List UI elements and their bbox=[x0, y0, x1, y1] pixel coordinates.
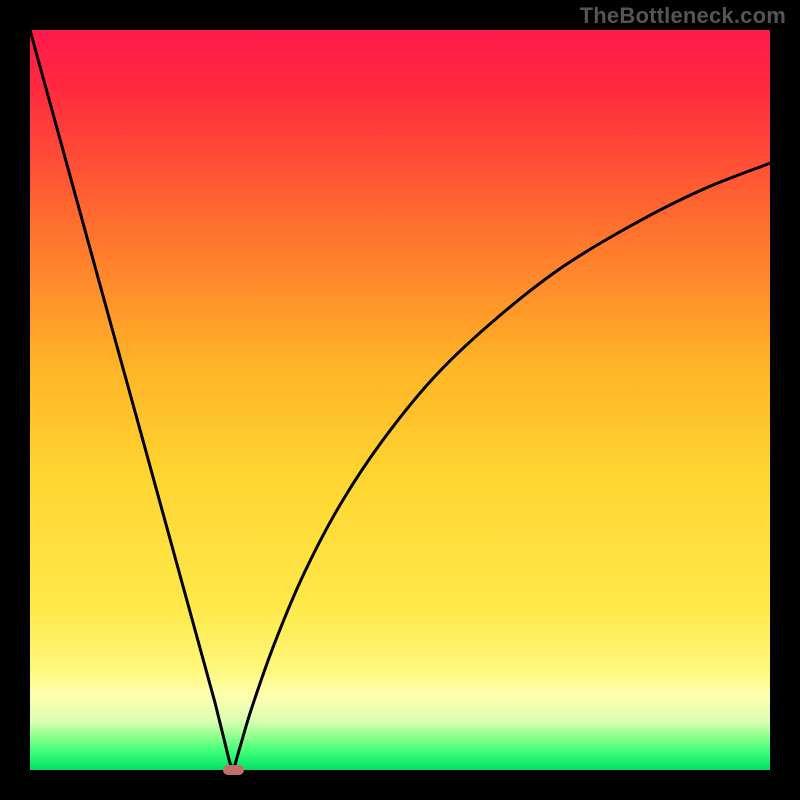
curve-right bbox=[234, 163, 771, 770]
curve-left bbox=[30, 30, 234, 770]
chart-frame: TheBottleneck.com bbox=[0, 0, 800, 800]
curves-svg bbox=[30, 30, 770, 770]
watermark-text: TheBottleneck.com bbox=[580, 3, 786, 29]
plot-area bbox=[30, 30, 770, 770]
min-marker bbox=[223, 765, 244, 775]
